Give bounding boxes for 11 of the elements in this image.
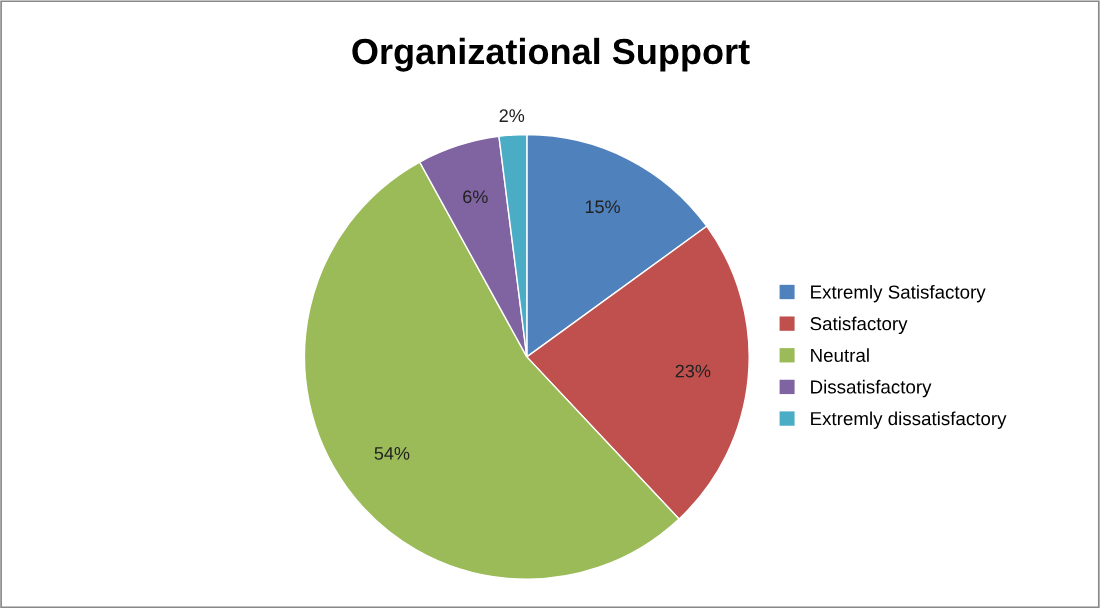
legend-label: Extremly dissatisfactory — [811, 411, 1007, 429]
data-label: 23% — [675, 364, 711, 378]
data-label: 15% — [585, 200, 620, 214]
legend-label: Dissatisfactory — [811, 379, 932, 398]
data-label: 2% — [499, 109, 525, 122]
chart-title: Organizational Support — [352, 37, 750, 72]
legend-label: Satisfactory — [810, 316, 908, 335]
data-label: 54% — [374, 447, 410, 460]
legend-label: Neutral — [811, 348, 869, 362]
legend-label: Extremly Satisfactory — [811, 284, 986, 303]
data-label: 6% — [463, 190, 488, 204]
